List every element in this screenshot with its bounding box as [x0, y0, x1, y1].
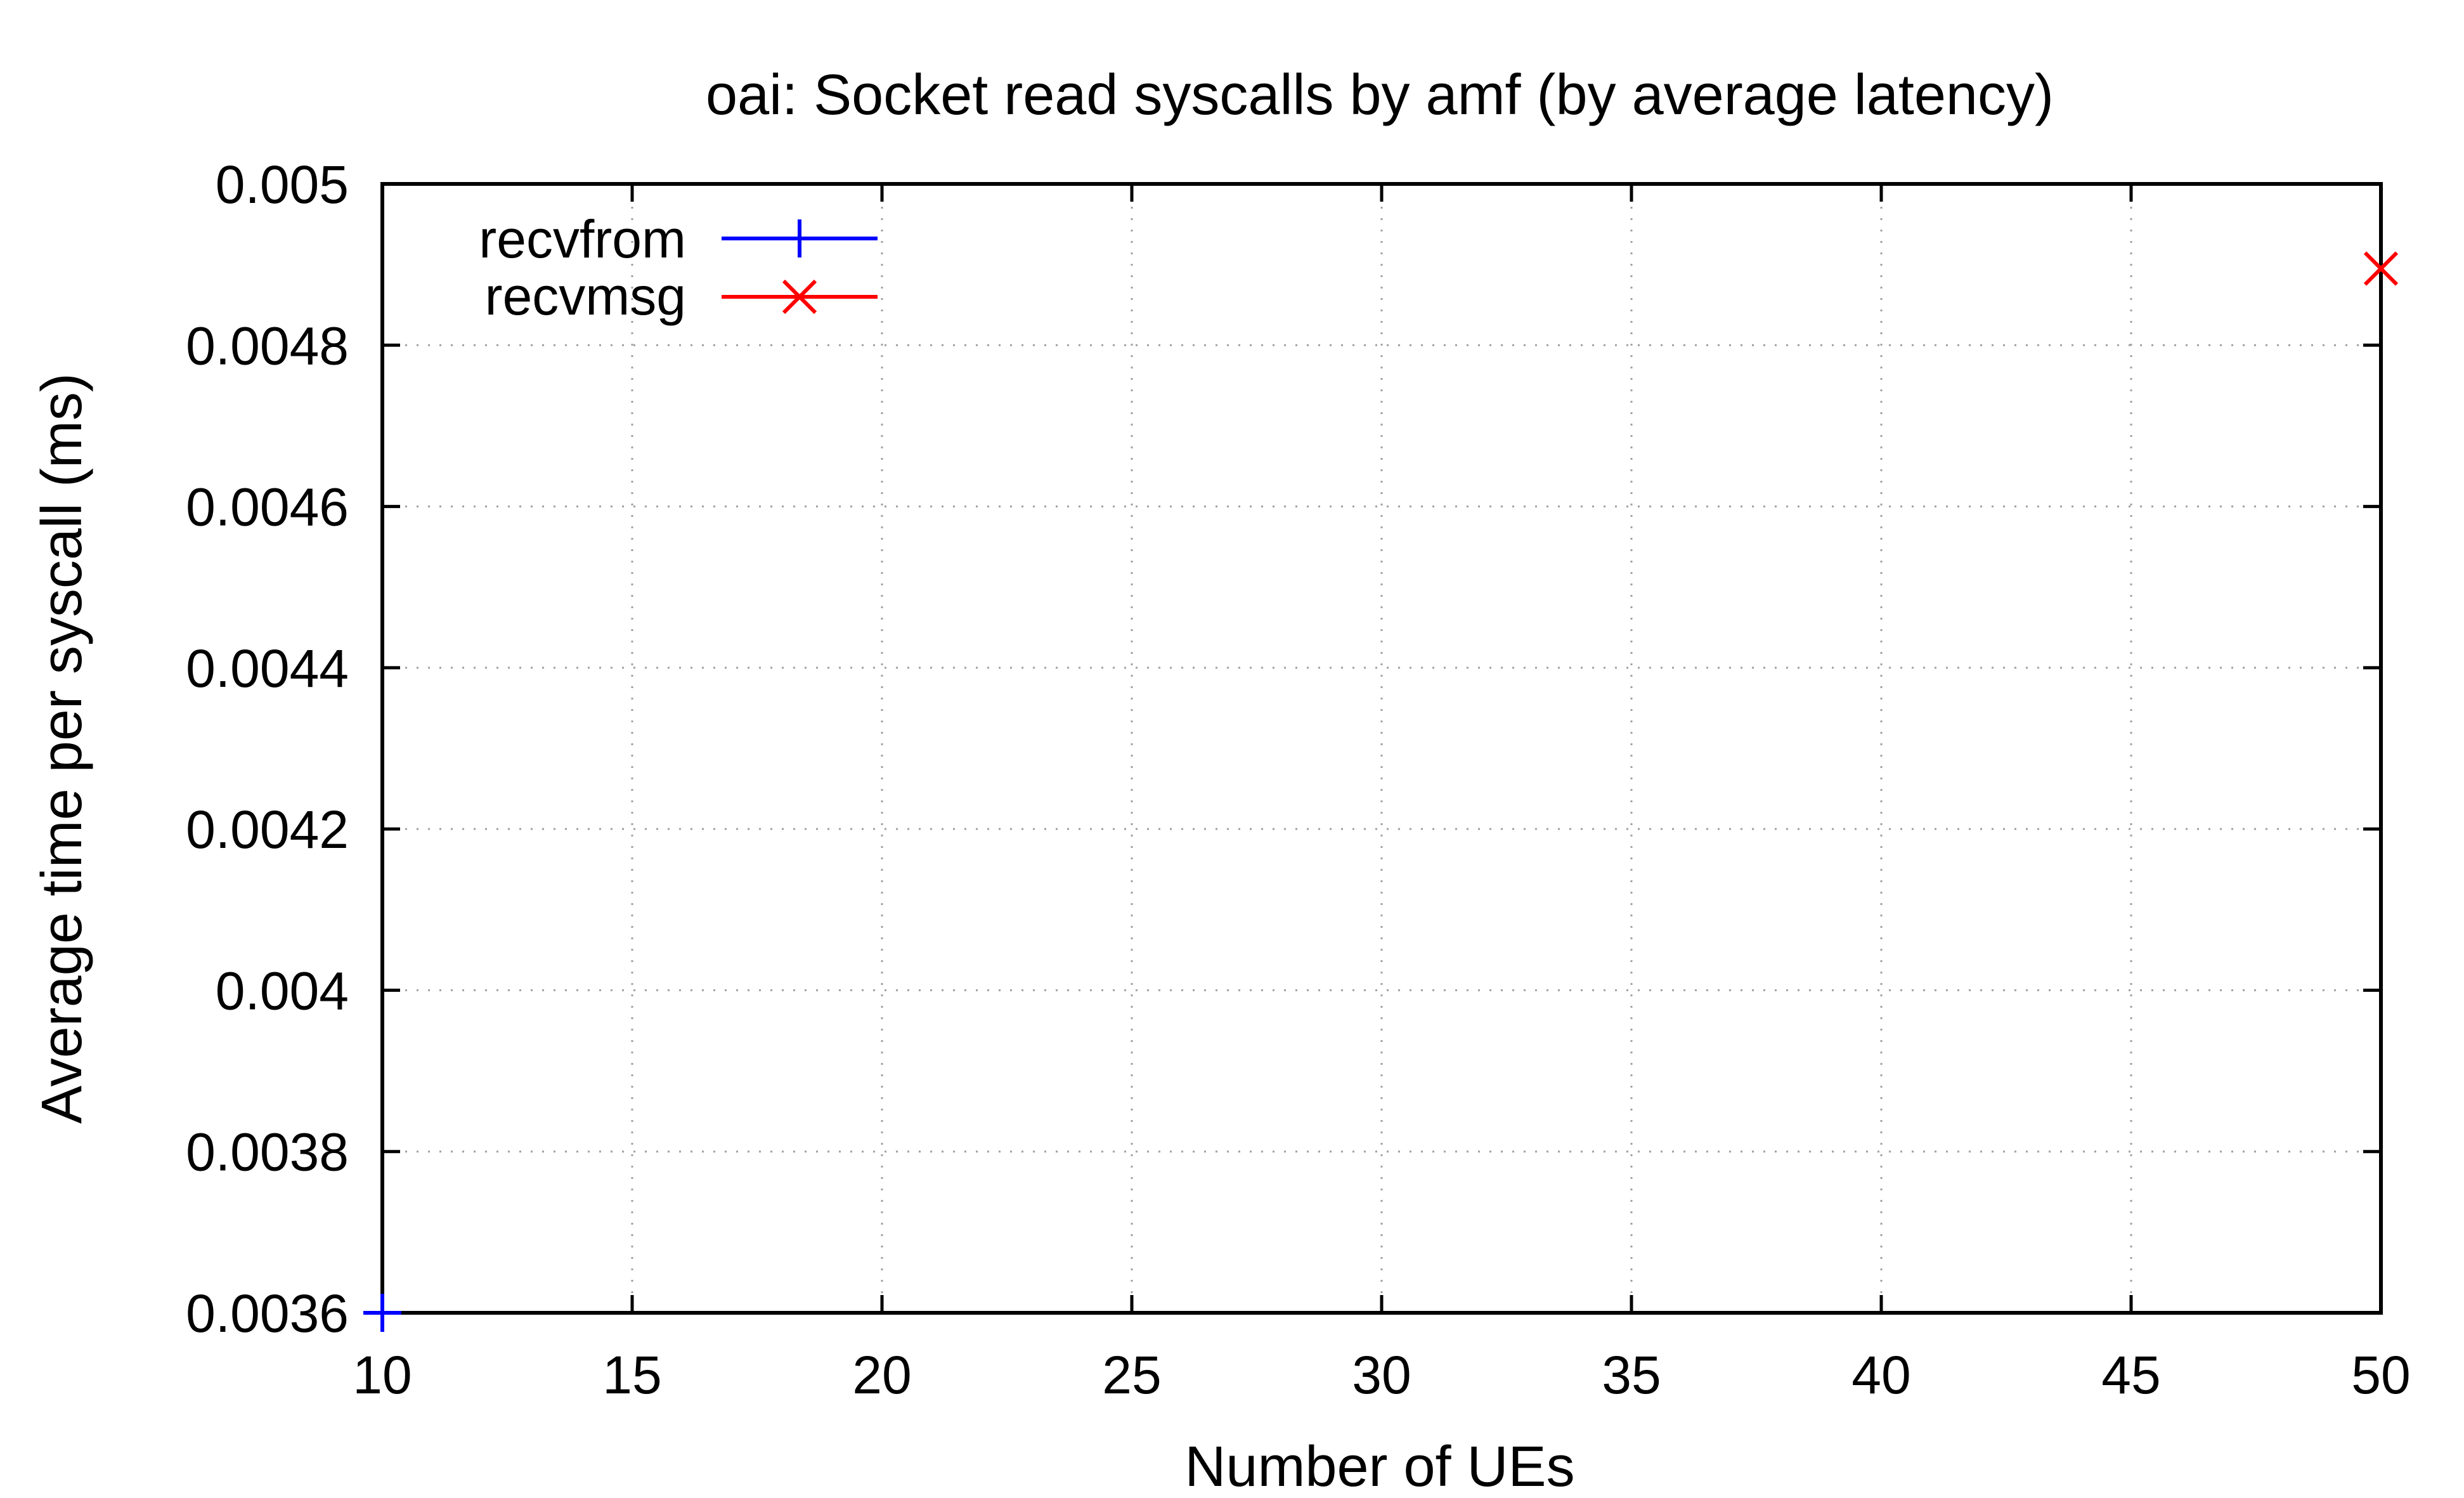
series-recvmsg	[2363, 251, 2399, 286]
x-tick-label: 10	[353, 1345, 412, 1405]
legend-marker-recvmsg	[782, 279, 817, 315]
x-tick-label: 45	[2101, 1345, 2160, 1405]
grid-lines	[382, 184, 2381, 1313]
chart-title: oai: Socket read syscalls by amf (by ave…	[706, 63, 2054, 127]
x-tick-label: 25	[1102, 1345, 1161, 1405]
legend-label-recvfrom: recvfrom	[479, 209, 686, 269]
x-tick-label: 30	[1352, 1345, 1411, 1405]
x-axis-label: Number of UEs	[1184, 1435, 1574, 1498]
axis-ticks	[380, 182, 2383, 1315]
legend-label-recvmsg: recvmsg	[485, 266, 686, 326]
legend-marker-recvfrom	[781, 219, 819, 257]
y-tick-label: 0.0046	[186, 478, 349, 537]
x-axis-tick-labels: 10 15 20 25 30 35 40 45 50	[353, 1345, 2410, 1405]
legend: recvfrom recvmsg	[479, 209, 878, 326]
x-tick-label: 35	[1602, 1345, 1661, 1405]
y-tick-label: 0.0044	[186, 639, 349, 698]
x-tick-label: 50	[2351, 1345, 2410, 1405]
y-tick-label: 0.0038	[186, 1123, 349, 1182]
y-axis-label: Average time per syscall (ms)	[30, 373, 94, 1124]
y-tick-label: 0.005	[216, 155, 349, 214]
y-axis-tick-labels: 0.0036 0.0038 0.004 0.0042 0.0044 0.0046 0.004…	[186, 155, 349, 1343]
y-tick-label: 0.0042	[186, 800, 349, 859]
data-series	[363, 251, 2399, 1332]
y-tick-label: 0.0048	[186, 316, 349, 375]
x-tick-label: 15	[602, 1345, 661, 1405]
x-tick-label: 20	[852, 1345, 911, 1405]
x-tick-label: 40	[1851, 1345, 1910, 1405]
y-tick-label: 0.004	[216, 961, 349, 1020]
data-point-recvmsg	[2363, 251, 2399, 286]
y-tick-label: 0.0036	[186, 1284, 349, 1343]
series-recvfrom	[363, 1294, 401, 1332]
data-point-recvfrom	[363, 1294, 401, 1332]
